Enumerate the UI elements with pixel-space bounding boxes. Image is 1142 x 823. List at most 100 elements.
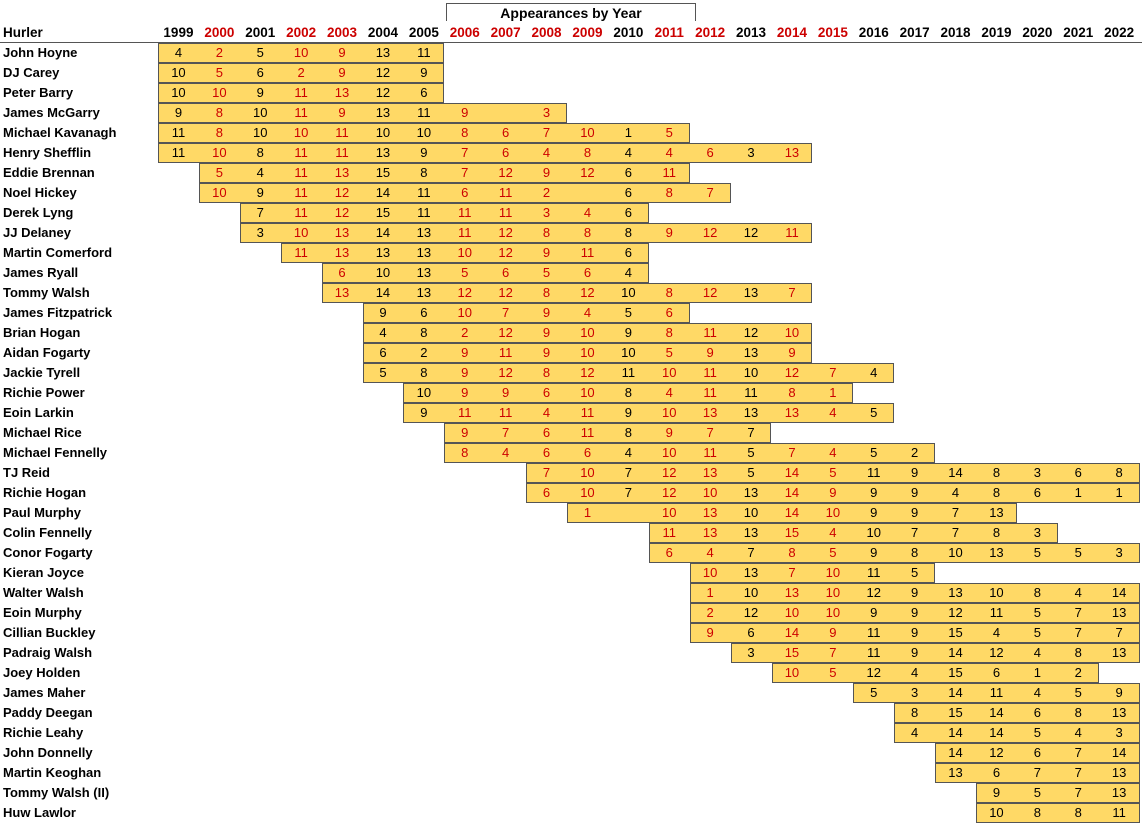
appearance-cell: 9 xyxy=(420,145,428,160)
appearance-cell: 11 xyxy=(580,405,595,420)
appearance-cell: 9 xyxy=(911,625,919,640)
career-band xyxy=(158,123,690,143)
appearance-cell: 7 xyxy=(461,165,469,180)
appearance-cell: 9 xyxy=(461,425,469,440)
appearance-cell: 13 xyxy=(416,245,432,260)
year-header-2022: 2022 xyxy=(1104,25,1135,40)
appearance-cell: 9 xyxy=(829,485,837,500)
appearance-cell: 13 xyxy=(743,525,759,540)
year-header-2008: 2008 xyxy=(531,25,562,40)
appearance-cell: 11 xyxy=(498,185,513,200)
appearance-cell: 7 xyxy=(542,125,551,140)
appearance-cell: 7 xyxy=(951,505,960,520)
year-header-2014: 2014 xyxy=(776,25,807,40)
appearance-cell: 12 xyxy=(743,605,759,620)
appearance-cell: 8 xyxy=(1074,705,1082,720)
appearance-cell: 5 xyxy=(1033,785,1041,800)
appearance-cell: 8 xyxy=(420,365,428,380)
appearance-cell: 12 xyxy=(498,285,513,300)
appearance-cell: 6 xyxy=(256,65,264,80)
appearance-cell: 10 xyxy=(580,485,595,500)
appearance-cell: 8 xyxy=(461,445,469,460)
appearance-cell: 10 xyxy=(171,85,186,100)
appearance-cell: 4 xyxy=(174,45,183,60)
appearance-cell: 9 xyxy=(992,785,1001,800)
appearance-cell: 10 xyxy=(416,385,432,400)
appearance-cell: 9 xyxy=(542,345,551,360)
appearance-cell: 14 xyxy=(948,645,963,660)
career-band xyxy=(689,563,936,583)
appearance-cell: 9 xyxy=(665,425,673,440)
row-header: Hurler xyxy=(3,25,43,40)
appearance-cell: 1 xyxy=(1074,485,1082,500)
hurler-name: TJ Reid xyxy=(3,465,50,480)
hurler-name: Jackie Tyrell xyxy=(3,365,81,380)
appearance-cell: 9 xyxy=(338,65,346,80)
appearance-cell: 13 xyxy=(743,405,759,420)
appearance-cell: 6 xyxy=(420,85,428,100)
appearance-cell: 10 xyxy=(784,605,800,620)
year-header-2012: 2012 xyxy=(695,25,726,40)
career-band xyxy=(362,323,813,343)
appearance-cell: 6 xyxy=(706,145,714,160)
appearance-cell: 6 xyxy=(420,305,428,320)
appearance-cell: 3 xyxy=(911,685,919,700)
appearance-cell: 9 xyxy=(911,485,919,500)
appearance-cell: 11 xyxy=(294,185,308,200)
appearance-cell: 7 xyxy=(1033,765,1041,780)
appearance-cell: 11 xyxy=(171,145,186,160)
appearance-cell: 11 xyxy=(294,105,308,120)
appearance-cell: 4 xyxy=(829,445,837,460)
year-header-2011: 2011 xyxy=(654,25,684,40)
appearance-cell: 12 xyxy=(375,85,391,100)
appearance-cell: 10 xyxy=(702,565,718,580)
appearance-cell: 6 xyxy=(747,625,755,640)
appearance-cell: 9 xyxy=(706,625,714,640)
appearance-cell: 8 xyxy=(665,325,673,340)
appearance-cell: 5 xyxy=(829,665,837,680)
appearance-cell: 6 xyxy=(583,265,592,280)
appearance-cell: 8 xyxy=(788,385,796,400)
appearance-cell: 7 xyxy=(542,465,551,480)
appearance-cell: 6 xyxy=(1033,485,1041,500)
year-header-2007: 2007 xyxy=(490,25,521,40)
career-band xyxy=(935,743,1140,763)
appearance-cell: 2 xyxy=(297,65,305,80)
year-header-2015: 2015 xyxy=(817,25,848,40)
career-band xyxy=(567,503,1017,523)
appearance-cell: 11 xyxy=(171,125,186,140)
appearance-cell: 7 xyxy=(706,425,714,440)
hurler-name: Michael Fennelly xyxy=(3,445,108,460)
appearance-cell: 10 xyxy=(457,245,472,260)
appearance-cell: 12 xyxy=(948,605,963,620)
appearance-cell: 11 xyxy=(498,345,513,360)
appearance-cell: 9 xyxy=(870,545,878,560)
appearance-cell: 8 xyxy=(542,285,551,300)
hurler-name: Tommy Walsh xyxy=(3,285,90,300)
appearance-cell: 11 xyxy=(498,405,513,420)
appearance-cell: 9 xyxy=(788,345,796,360)
appearance-cell: 14 xyxy=(989,705,1004,720)
appearance-cell: 10 xyxy=(825,605,841,620)
appearance-cell: 8 xyxy=(583,145,592,160)
appearance-cell: 10 xyxy=(375,125,391,140)
career-band xyxy=(158,63,445,83)
appearance-cell: 10 xyxy=(784,665,800,680)
appearance-cell: 9 xyxy=(870,485,878,500)
appearance-cell: 4 xyxy=(992,625,1001,640)
appearance-cell: 4 xyxy=(502,445,510,460)
appearance-cell: 9 xyxy=(542,325,551,340)
hurler-name: John Hoyne xyxy=(3,45,78,60)
appearance-cell: 6 xyxy=(502,145,510,160)
header-divider xyxy=(0,42,1142,43)
hurler-name: Richie Power xyxy=(3,385,85,400)
appearance-cell: 9 xyxy=(911,605,919,620)
hurler-name: John Donnelly xyxy=(3,745,93,760)
appearance-cell: 5 xyxy=(461,265,469,280)
appearance-cell: 9 xyxy=(502,385,510,400)
appearance-cell: 10 xyxy=(212,185,227,200)
appearance-cell: 8 xyxy=(542,225,551,240)
appearance-cell: 13 xyxy=(1111,605,1127,620)
appearance-cell: 2 xyxy=(542,185,551,200)
